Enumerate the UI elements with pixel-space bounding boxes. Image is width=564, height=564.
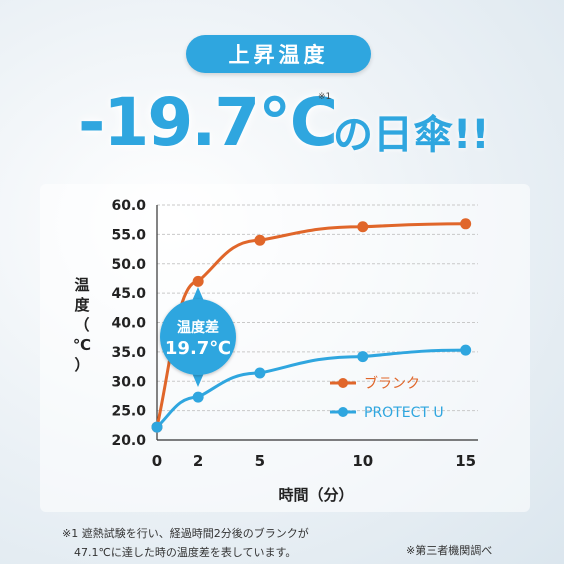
data-point [357, 351, 369, 363]
chart-background [40, 184, 530, 512]
callout-circle [160, 299, 236, 375]
legend: ブランク PROTECT U [330, 375, 444, 421]
data-point [254, 234, 266, 246]
y-tick-label: 45.0 [111, 286, 146, 302]
x-tick-labels: 0 2 5 10 15 [152, 452, 476, 470]
headline-suffix: の日傘!! [333, 112, 490, 158]
headline: -19.7℃ ※1 の日傘!! [0, 80, 564, 170]
data-point [151, 421, 163, 433]
x-axis-label: 時間（分） [278, 486, 353, 504]
footnote: ※1 遮熱試験を行い、経過時間2分後のブランクが 47.1℃に達した時の温度差を… [62, 524, 309, 562]
x-tick-label: 5 [255, 452, 265, 470]
callout-label: 温度差 [177, 319, 219, 336]
y-tick-label: 40.0 [111, 316, 146, 332]
x-tick-label: 15 [455, 452, 476, 470]
headline-value: -19.7℃ [78, 84, 338, 161]
data-point [357, 221, 369, 233]
y-tick-label: 25.0 [111, 404, 146, 420]
difference-callout: 温度差 19.7℃ [160, 287, 236, 387]
y-tick-label: 35.0 [111, 345, 146, 361]
x-tick-label: 10 [352, 452, 373, 470]
data-point [460, 344, 472, 356]
y-tick-label: 60.0 [111, 198, 146, 214]
x-tick-label: 0 [152, 452, 162, 470]
data-point [192, 275, 204, 287]
footnote-line-2: 47.1℃に達した時の温度差を表しています。 [74, 546, 297, 559]
title-badge: 上昇温度 [186, 35, 371, 73]
y-tick-label: 55.0 [111, 227, 146, 243]
source-note: ※第三者機関調べ [406, 544, 493, 557]
series-line [155, 348, 466, 429]
legend-swatch-dot [338, 378, 348, 388]
footnote-line-1: ※1 遮熱試験を行い、経過時間2分後のブランクが [62, 527, 309, 540]
legend-swatch-dot [338, 407, 348, 417]
y-tick-label: 50.0 [111, 257, 146, 273]
data-point [192, 391, 204, 403]
y-tick-label: 30.0 [111, 374, 146, 390]
data-point [460, 218, 472, 230]
grid [156, 204, 478, 441]
legend-label: PROTECT U [364, 405, 444, 421]
headline-note: ※1 [318, 92, 332, 102]
legend-label: ブランク [364, 375, 420, 392]
callout-value: 19.7℃ [165, 338, 231, 359]
data-point [254, 367, 266, 379]
series-points [151, 218, 472, 433]
y-tick-label: 20.0 [111, 433, 146, 449]
y-tick-labels: 20.0 25.0 30.0 35.0 40.0 45.0 50.0 55.0 60.0 [111, 198, 146, 449]
x-tick-label: 2 [193, 452, 203, 470]
y-axis-label: 温度（℃） [73, 276, 91, 374]
